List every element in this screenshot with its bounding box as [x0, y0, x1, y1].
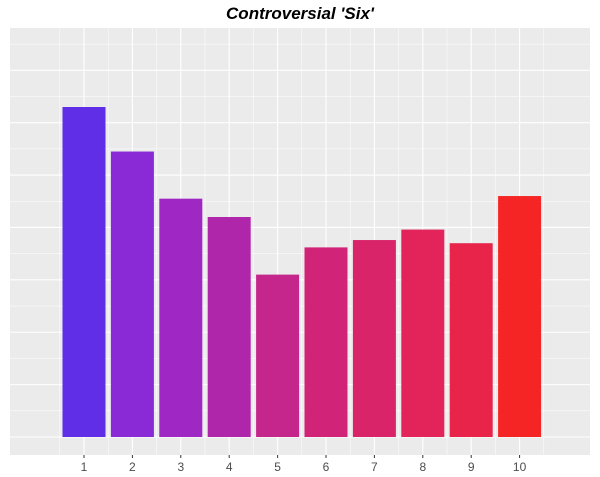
bar-1: [62, 107, 106, 437]
bar-2: [110, 151, 154, 437]
plot-panel: [10, 28, 590, 455]
chart-title: Controversial 'Six': [226, 4, 374, 23]
x-tick-label: 6: [323, 460, 330, 474]
x-tick-label: 9: [468, 460, 475, 474]
x-tick-label: 5: [274, 460, 281, 474]
bar-9: [449, 243, 493, 437]
bar-4: [207, 217, 251, 437]
bar-5: [256, 274, 300, 437]
bar-7: [352, 240, 396, 437]
bar-6: [304, 247, 348, 437]
bars: [62, 107, 542, 437]
x-tick-label: 4: [226, 460, 233, 474]
x-axis-tick-labels: 1 2 3 4 5 6 7 8 9 10: [81, 460, 527, 474]
x-tick-label: 8: [419, 460, 426, 474]
x-tick-label: 1: [81, 460, 88, 474]
x-tick-label: 3: [177, 460, 184, 474]
x-tick-label: 7: [371, 460, 378, 474]
bar-3: [159, 198, 203, 437]
bar-8: [401, 229, 445, 437]
x-tick-label: 10: [513, 460, 527, 474]
minor-gridlines: [10, 28, 590, 455]
x-axis-ticks: [83, 455, 521, 458]
bar-10: [498, 196, 542, 437]
x-tick-label: 2: [129, 460, 136, 474]
